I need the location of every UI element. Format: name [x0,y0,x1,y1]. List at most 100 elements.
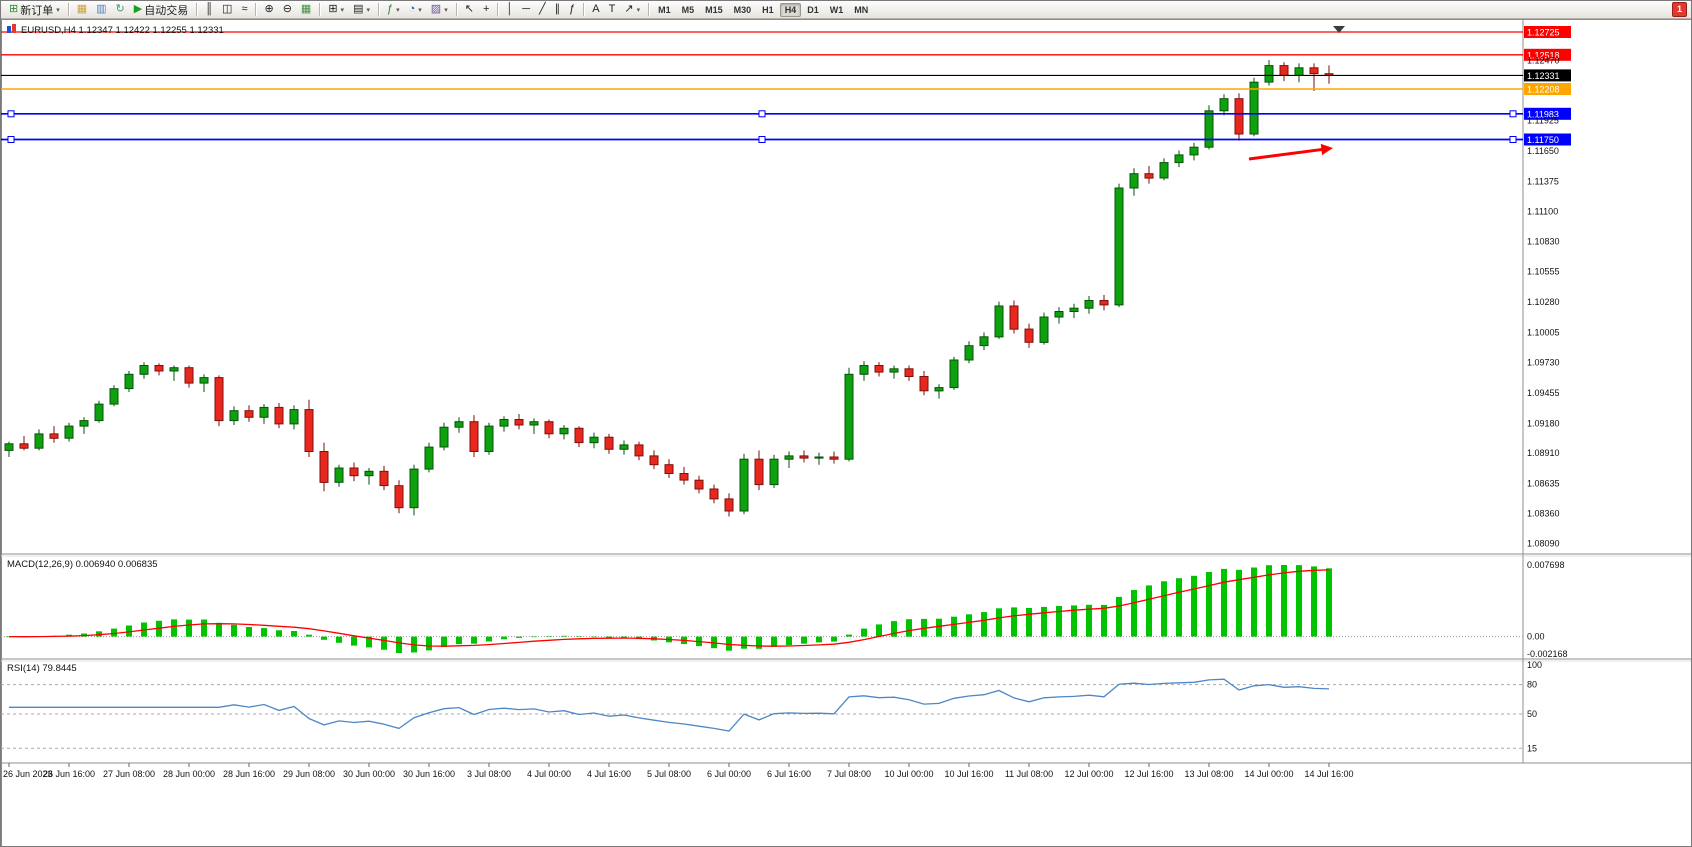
timeframe-mn-button[interactable]: MN [854,4,869,15]
rsi-axis-label: 100 [1527,660,1542,670]
channel-icon[interactable]: ∥ [551,1,565,18]
price-axis-label: 1.11375 [1527,176,1559,186]
cursor-icon[interactable]: ↖ [461,1,478,18]
new-order-button-label: 新订单 [20,4,54,17]
hline-price-badge: 1.12725 [1527,28,1560,38]
zoom-out-icon-glyph: ⊖ [282,3,292,15]
crosshair-icon[interactable]: + [479,1,493,18]
new-order-glyph: ⊞ [9,3,19,15]
time-label: 14 Jul 00:00 [1244,769,1293,779]
time-label: 3 Jul 08:00 [467,769,511,779]
arrow-annotation[interactable] [1248,143,1333,161]
timeframe-h1-button[interactable]: H1 [762,4,774,15]
autotrade-button-label: 自动交易 [144,4,189,17]
main-toolbar: ⊞ 新订单 ▾ ▦ ▥ ↻ ▶ 自动交易 ║ ◫ ≈ ⊕ ⊖ ▦ ⊞ ▾ ▤ ▾ ƒ ▾ ◔ ▾ ▨ ▾ ↖ + │ ─ ╱ ∥ ƒ A T ↗ ▾… [1,1,1691,19]
time-label: 6 Jul 00:00 [707,769,751,779]
rsi-line [9,678,1330,732]
indicators-icon[interactable]: ƒ ▾ [383,1,404,18]
horizontal-line-icon[interactable]: ─ [518,1,534,18]
toolbar-separator [196,3,198,16]
timeframe-m1-button[interactable]: M1 [658,4,671,15]
channel-icon-glyph: ∥ [554,3,561,15]
toolbar-separator [648,3,650,16]
price-axis-label: 1.08910 [1527,448,1560,458]
timeframe-m5-button[interactable]: M5 [681,4,695,15]
price-axis-label: 1.09455 [1527,388,1560,398]
fibonacci-icon[interactable]: ƒ [565,1,579,18]
timeframe-w1-button[interactable]: W1 [829,4,844,15]
time-label: 13 Jul 08:00 [1184,769,1233,779]
dropdown-caret-icon: ▾ [396,6,400,14]
dropdown-caret-icon: ▾ [366,6,370,14]
time-label: 28 Jun 16:00 [223,769,275,779]
hline-1.12518[interactable]: 1.12518 [1,48,1571,61]
time-label: 27 Jun 08:00 [103,769,155,779]
text-icon[interactable]: A [588,1,603,18]
toolbar-separator [319,3,321,16]
refresh-icon-glyph: ↻ [115,3,125,15]
timeframe-d1-button[interactable]: D1 [807,4,819,15]
dropdown-caret-icon: ▾ [56,6,60,14]
periods-icon[interactable]: ◔ ▾ [405,1,426,18]
time-label: 14 Jul 16:00 [1304,769,1353,779]
charts-window-icon[interactable]: ▦ [73,1,91,18]
rsi-axis-label: 80 [1527,680,1537,690]
refresh-icon[interactable]: ↻ [112,1,129,18]
timeframe-h4-button[interactable]: H4 [779,2,802,17]
chart-title: EURUSD,H4 1.12347 1.12422 1.12255 1.1233… [21,25,224,36]
hline-1.12725[interactable]: 1.12725 [1,26,1571,38]
timeframe-m15-button[interactable]: M15 [705,4,723,15]
new-chart-icon[interactable]: ⊞ ▾ [324,1,348,18]
time-label: 28 Jun 00:00 [163,769,215,779]
time-label: 6 Jul 16:00 [767,769,811,779]
price-axis-label: 1.11925 [1527,116,1559,126]
zoom-in-icon[interactable]: ⊕ [260,1,277,18]
main-chart-panel[interactable] [4,60,1334,517]
hline-1.11750[interactable]: 1.11750 [1,133,1571,146]
bar-chart-icon[interactable]: ║ [201,1,217,18]
time-label: 30 Jun 00:00 [343,769,395,779]
zoom-out-icon[interactable]: ⊖ [279,1,296,18]
rsi-axis-label: 15 [1527,743,1537,753]
chart-shift-marker[interactable] [1333,26,1345,33]
arrows-icon-glyph: ↗ [624,3,634,15]
new-chart-icon-glyph: ⊞ [328,3,338,15]
svg-text:0.007698: 0.007698 [1527,560,1565,570]
hline-1.12331[interactable]: 1.12331 [1,69,1571,82]
timeframe-m30-button[interactable]: M30 [733,4,752,15]
trendline-icon[interactable]: ╱ [535,1,550,18]
label-icon-glyph: T [608,3,616,15]
profiles-icon[interactable]: ▤ ▾ [349,1,374,18]
time-label: 10 Jul 00:00 [884,769,933,779]
vertical-line-icon-glyph: │ [506,3,514,15]
price-axis-label: 1.08090 [1527,539,1560,549]
vertical-line-icon[interactable]: │ [502,1,517,18]
hline-1.12208[interactable]: 1.12208 [1,83,1571,95]
time-label: 5 Jul 08:00 [647,769,691,779]
crosshair-icon-glyph: + [482,3,490,15]
market-watch-icon[interactable]: ▥ [92,1,110,18]
hline-1.11983[interactable]: 1.11983 [1,107,1571,120]
arrows-icon[interactable]: ↗ ▾ [620,1,644,18]
macd-label: MACD(12,26,9) 0.006940 0.006835 [7,559,158,570]
toolbar-separator [497,3,499,16]
candlestick-chart-icon[interactable]: ◫ [218,1,236,18]
macd-panel[interactable]: MACD(12,26,9) 0.006940 0.006835 0.007698 0… [1,559,1568,659]
tile-windows-icon[interactable]: ▦ [297,1,315,18]
svg-text:0.00: 0.00 [1527,632,1545,642]
cursor-icon-glyph: ↖ [464,3,474,15]
price-axis-label: 1.11100 [1527,207,1558,217]
rsi-panel[interactable]: RSI(14) 79.8445 100 80 50 15 [1,660,1542,753]
macd-signal-line [8,569,1330,647]
autotrade-button[interactable]: ▶ 自动交易 [130,1,192,18]
hline-price-badge: 1.11983 [1527,109,1559,119]
new-order-button[interactable]: ⊞ 新订单 ▾ [5,1,64,18]
line-chart-icon[interactable]: ≈ [237,1,251,18]
templates-icon[interactable]: ▨ ▾ [427,1,452,18]
templates-icon-glyph: ▨ [430,3,442,15]
rsi-label: RSI(14) 79.8445 [7,663,77,674]
label-icon[interactable]: T [605,1,620,18]
autotrade-glyph: ▶ [133,3,143,15]
news-notification-badge[interactable]: 1 [1672,2,1687,17]
chart-area[interactable]: 1.12725 1.12518 1.12331 1.12208 1.11983 1.117… [1,19,1692,847]
